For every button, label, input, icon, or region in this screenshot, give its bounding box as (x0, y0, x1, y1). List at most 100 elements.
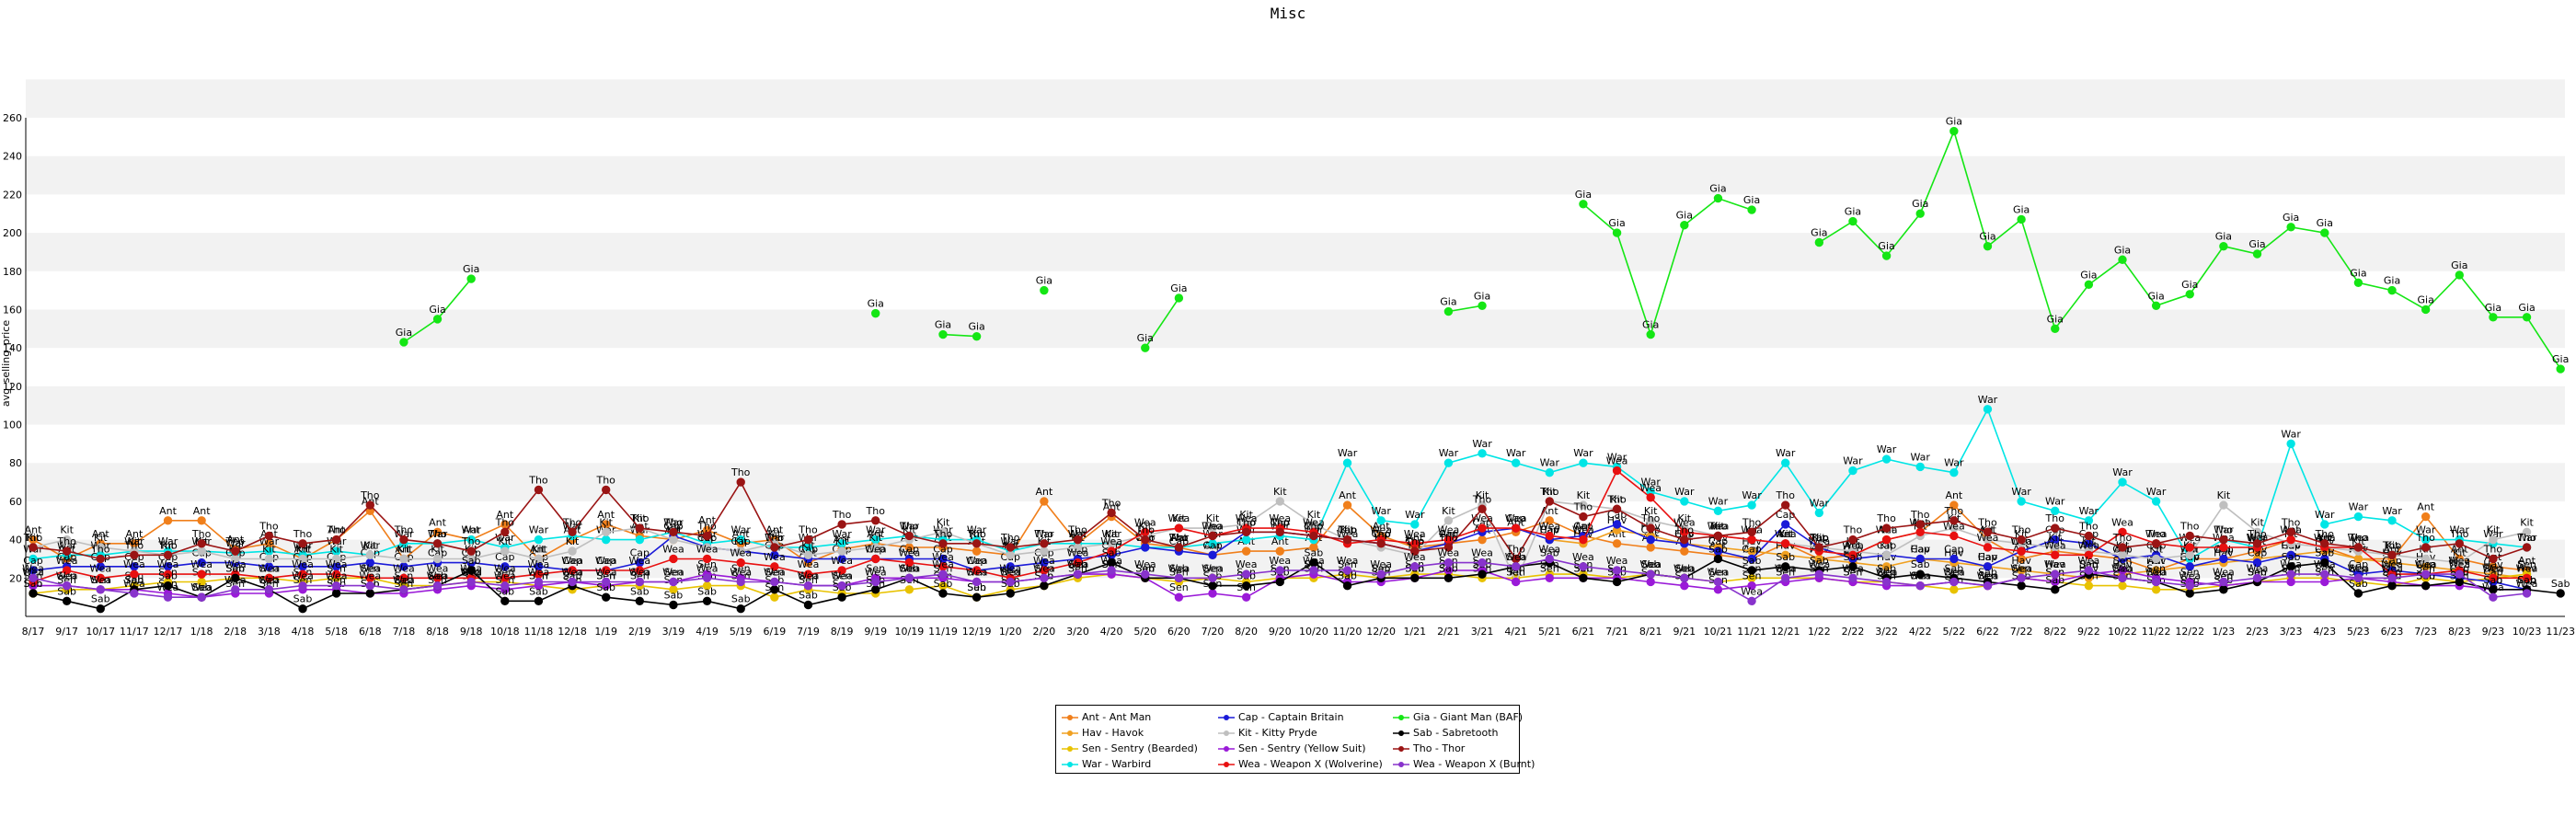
point-label: Sen (967, 581, 986, 593)
data-point (1949, 467, 1959, 477)
point-label: Wea (292, 558, 314, 570)
data-point (1342, 500, 1352, 510)
data-point (972, 577, 982, 587)
data-point (2455, 569, 2464, 579)
x-tick-label: 10/17 (86, 626, 115, 638)
x-tick-label: 3/20 (1066, 626, 1089, 638)
data-point (2051, 324, 2060, 334)
data-point (365, 581, 374, 591)
data-point (1579, 458, 1588, 467)
point-label: Tho (1640, 512, 1661, 524)
point-label: Tho (1337, 524, 1357, 536)
data-point (871, 585, 880, 594)
data-point (1241, 569, 1251, 579)
data-point (1443, 458, 1454, 467)
data-point (534, 554, 544, 564)
data-point (432, 554, 443, 564)
point-label: Kit (2217, 489, 2231, 501)
point-label: Wea (764, 551, 786, 563)
data-point (2084, 531, 2094, 541)
point-label: Sen (225, 562, 245, 574)
point-label: Gia (1878, 240, 1894, 252)
data-point (29, 543, 38, 552)
point-label: Sab (225, 562, 245, 574)
point-label: Ant (765, 524, 783, 536)
point-label: Gia (2384, 275, 2400, 287)
point-label: Sen (2012, 562, 2031, 574)
x-tick-label: 2/22 (1842, 626, 1865, 638)
data-point (1881, 535, 1892, 545)
data-point (568, 577, 577, 587)
x-tick-label: 10/21 (1704, 626, 1733, 638)
data-point (1915, 581, 1925, 591)
point-label: Sen (1203, 562, 1223, 574)
point-label: Kit (532, 543, 546, 555)
data-point (635, 577, 645, 587)
data-point (2286, 527, 2295, 536)
point-label: Wea (662, 566, 684, 578)
data-point (770, 577, 779, 587)
data-point (2185, 562, 2194, 571)
x-tick-label: 7/19 (797, 626, 820, 638)
point-label: Sab (697, 585, 717, 597)
data-point (1275, 527, 1284, 536)
point-label: War (1001, 535, 1021, 547)
data-point (1511, 577, 1521, 587)
point-label: Hav (1540, 524, 1560, 536)
point-label: Cap (562, 555, 581, 567)
point-label: War (2112, 466, 2133, 478)
legend-label: Wea - Weapon X (Wolverine) (1238, 758, 1383, 770)
x-tick-label: 7/22 (2010, 626, 2033, 638)
data-point (1949, 516, 1959, 525)
data-point (669, 577, 678, 587)
point-label: War (1439, 447, 1459, 459)
point-label: Wea (628, 555, 650, 567)
legend-swatch (1218, 714, 1235, 720)
point-label: Hav (1910, 543, 1930, 555)
data-point (736, 604, 745, 614)
point-label: Wea (595, 566, 617, 578)
point-label: Tho (730, 466, 751, 478)
point-label: Wea (595, 555, 617, 567)
point-label: Ant (294, 543, 312, 555)
point-label: Wea (2482, 581, 2504, 593)
legend-label: Ant - Ant Man (1082, 711, 1152, 723)
data-point (197, 546, 206, 556)
point-label: Tho (1809, 532, 1829, 544)
data-point (2320, 228, 2329, 237)
data-point (1241, 592, 1251, 602)
data-point (1006, 589, 1015, 598)
point-label: War (124, 535, 144, 547)
data-point (1579, 535, 1588, 545)
point-label: Cap (663, 520, 683, 532)
data-point (466, 577, 476, 587)
point-label: Gia (1137, 332, 1154, 344)
point-label: War (1810, 497, 1830, 509)
data-point (2252, 558, 2262, 568)
point-label: Wea (494, 570, 516, 582)
data-point (568, 527, 577, 536)
point-label: Tho (2078, 520, 2099, 532)
grid-band (26, 79, 2565, 118)
data-point (1713, 577, 1723, 587)
data-point (500, 546, 510, 556)
legend-label: Wea - Weapon X (Burnt) (1413, 758, 1535, 770)
point-label: Sen (57, 574, 76, 586)
x-tick-label: 12/18 (558, 626, 587, 638)
data-point (2084, 516, 2094, 525)
x-tick-label: 1/20 (999, 626, 1022, 638)
point-label: Gia (1811, 227, 1827, 239)
data-point (1208, 550, 1217, 559)
point-label: Kit (937, 516, 950, 528)
point-label: Cap (1978, 551, 1997, 563)
point-label: Wea (1943, 566, 1965, 578)
x-tick-label: 7/20 (1202, 626, 1225, 638)
point-label: Wea (1269, 555, 1291, 567)
point-label: Ant (698, 514, 716, 526)
point-label: Kit (262, 543, 276, 555)
data-point (2286, 439, 2295, 449)
data-point (1612, 566, 1622, 575)
point-label: War (461, 524, 481, 536)
point-label: Tho (1472, 493, 1492, 505)
point-label: Wea (764, 566, 786, 578)
